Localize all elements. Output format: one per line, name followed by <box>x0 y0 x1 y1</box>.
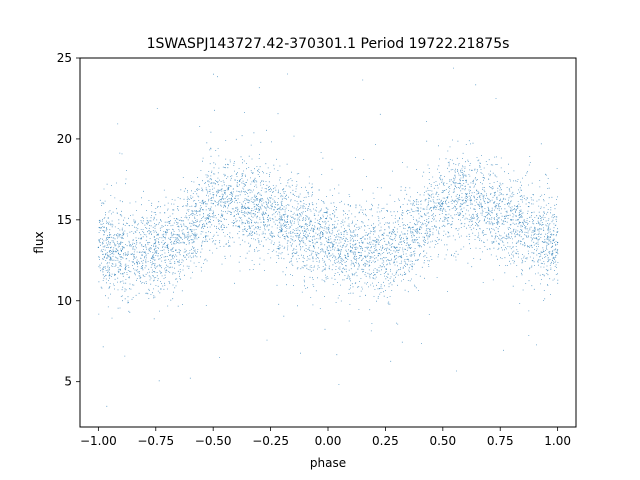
y-tick-label: 15 <box>57 213 72 227</box>
scatter-point-cloud <box>98 67 559 407</box>
x-tick-label: 0.00 <box>315 434 342 448</box>
scatter-point <box>373 251 375 253</box>
x-axis-label: phase <box>310 456 346 470</box>
y-tick-label: 10 <box>57 294 72 308</box>
x-axis-ticks: −1.00 −0.75 −0.50 −0.25 0.00 0.25 0.50 0.75 1.00 <box>80 427 571 448</box>
chart-title: 1SWASPJ143727.42-370301.1 Period 19722.2… <box>147 36 510 52</box>
scatter-point <box>212 203 214 205</box>
scatter-point <box>350 249 352 252</box>
scatter-point <box>442 203 444 205</box>
y-tick-label: 25 <box>57 51 72 65</box>
scatter-point <box>534 230 536 232</box>
x-tick-label: −0.75 <box>137 434 174 448</box>
y-tick-label: 20 <box>57 132 72 146</box>
scatter-point <box>488 209 490 211</box>
y-axis-label: flux <box>32 231 46 253</box>
x-tick-label: −0.50 <box>195 434 232 448</box>
scatter-point <box>327 241 329 244</box>
scatter-point <box>97 246 99 248</box>
scatter-point <box>235 199 237 202</box>
scatter-point <box>166 246 168 248</box>
scatter-point <box>143 251 145 253</box>
scatter-point <box>557 241 559 244</box>
x-tick-label: −0.25 <box>252 434 289 448</box>
scatter-point <box>396 246 398 248</box>
scatter-point <box>281 219 283 221</box>
x-tick-label: 0.25 <box>372 434 399 448</box>
x-tick-label: 1.00 <box>544 434 571 448</box>
scatter-point <box>465 199 467 202</box>
x-tick-label: 0.75 <box>487 434 514 448</box>
scatter-point <box>189 228 191 231</box>
scatter-points <box>97 67 559 407</box>
y-tick-label: 5 <box>64 375 72 389</box>
scatter-point <box>258 209 260 211</box>
y-axis-ticks: 5 10 15 20 25 <box>57 51 80 389</box>
scatter-point <box>419 228 421 231</box>
x-tick-label: −1.00 <box>80 434 117 448</box>
scatter-point <box>304 230 306 232</box>
x-tick-label: 0.50 <box>429 434 456 448</box>
scatter-point <box>511 219 513 221</box>
scatter-point <box>120 249 122 252</box>
